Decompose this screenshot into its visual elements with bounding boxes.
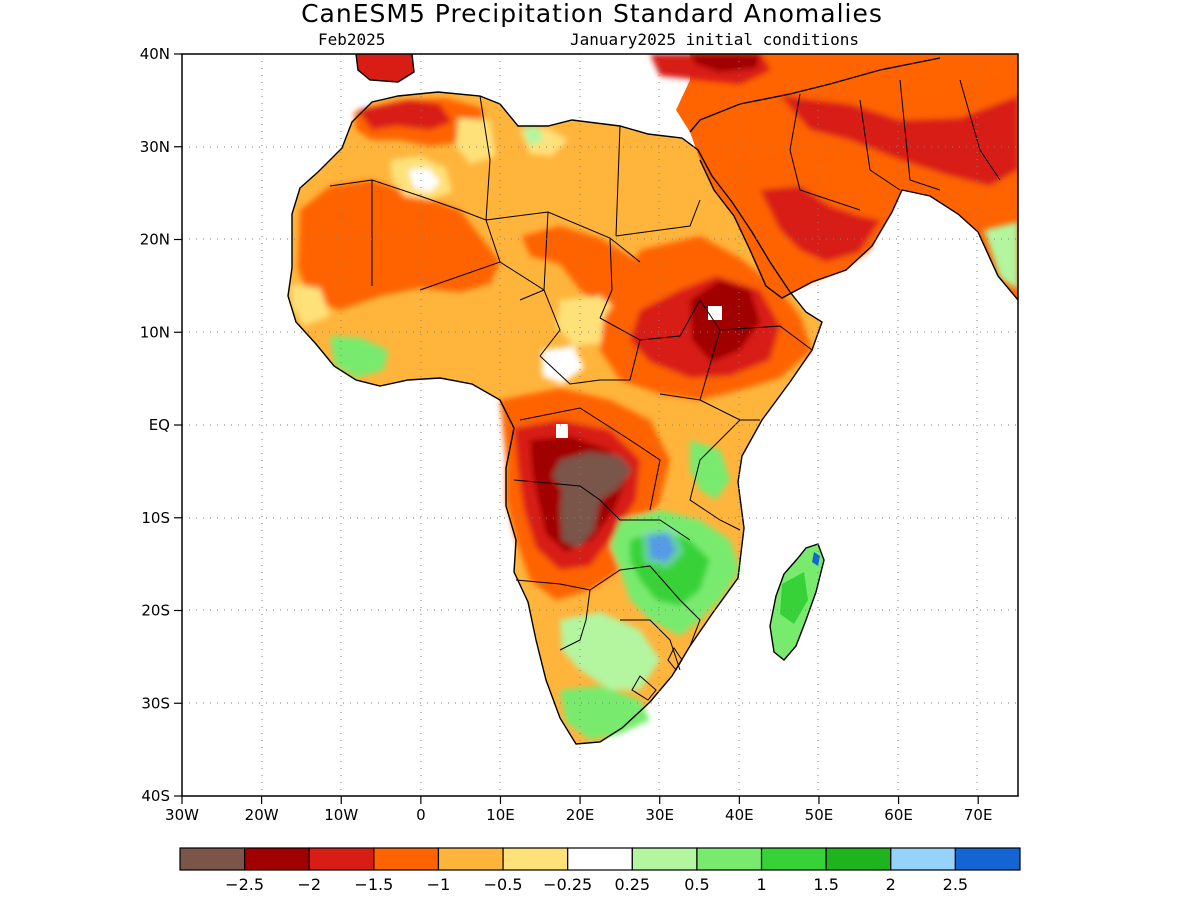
colorbar-label: −2.5 <box>225 875 264 894</box>
lat-tick-label: 40S <box>141 787 170 805</box>
colorbar-swatch <box>179 847 246 871</box>
colorbar-swatch <box>502 847 569 871</box>
colorbar-label: −1 <box>427 875 451 894</box>
colorbar-swatch <box>954 847 1021 871</box>
lat-tick-label: 40N <box>140 45 170 63</box>
init-conditions-label: January2025 initial conditions <box>570 30 859 49</box>
congo-void <box>556 424 568 438</box>
colorbar-label: 2 <box>886 875 896 894</box>
madagascar-wet-anomaly <box>780 572 808 624</box>
lon-tick-label: 30E <box>645 806 674 824</box>
lon-tick-label: 50E <box>805 806 834 824</box>
europe-landmass <box>356 54 414 82</box>
lon-tick-label: 20E <box>566 806 595 824</box>
valid-period-label: Feb2025 <box>318 30 385 49</box>
lat-tick-label: EQ <box>149 416 170 434</box>
colorbar-label: 1 <box>756 875 766 894</box>
lat-tick-label: 10N <box>140 323 170 341</box>
colorbar-swatch <box>308 847 375 871</box>
colorbar-swatch <box>760 847 827 871</box>
lat-tick-label: 30N <box>140 138 170 156</box>
colorbar-swatch <box>825 847 892 871</box>
lat-tick-label: 10S <box>141 509 170 527</box>
country-borders <box>329 79 1001 701</box>
colorbar-label: −2 <box>297 875 321 894</box>
colorbar-label: 2.5 <box>943 875 968 894</box>
colorbar-swatch <box>890 847 956 871</box>
lon-tick-label: 70E <box>964 806 993 824</box>
madagascar-strong-anomaly <box>812 552 820 566</box>
colorbar-label: −1.5 <box>354 875 393 894</box>
lon-tick-label: 10E <box>486 806 515 824</box>
lon-tick-label: 0 <box>416 806 426 824</box>
lake-tana <box>708 306 722 320</box>
map-gridlines <box>182 54 1018 796</box>
lon-tick-label: 10W <box>324 806 358 824</box>
colorbar-swatch <box>373 847 440 871</box>
colorbar-swatch <box>244 847 310 871</box>
coastlines <box>287 54 1018 745</box>
lat-tick-label: 20N <box>140 231 170 249</box>
lat-tick-label: 30S <box>141 694 170 712</box>
colorbar-swatch <box>696 847 763 871</box>
colorbar-label: 1.5 <box>813 875 838 894</box>
map-title: CanESM5 Precipitation Standard Anomalies <box>301 0 883 28</box>
anomaly-shading <box>290 54 1018 740</box>
colorbar-swatch <box>631 847 698 871</box>
colorbar-label: −0.5 <box>484 875 523 894</box>
lon-tick-label: 40E <box>725 806 754 824</box>
colorbar-swatch <box>567 847 633 871</box>
lon-tick-label: 60E <box>884 806 913 824</box>
lon-tick-label: 20W <box>245 806 279 824</box>
colorbar-label: 0.25 <box>614 875 650 894</box>
colorbar-label: −0.25 <box>543 875 592 894</box>
lat-tick-label: 20S <box>141 602 170 620</box>
latitude-axis: 40N 30N 20N 10N EQ 10S 20S 30S 40S <box>140 45 182 805</box>
colorbar-label: 0.5 <box>684 875 709 894</box>
colorbar-swatch <box>437 847 504 871</box>
colorbar: −2.5 −2 −1.5 −1 −0.5 −0.25 0.25 0.5 1 1.5 2 2.5 <box>179 847 1021 894</box>
lon-tick-label: 30W <box>165 806 199 824</box>
map-plot-area <box>182 54 1018 796</box>
longitude-axis: 30W 20W 10W 0 10E 20E 30E 40E 50E 60E 70E <box>165 796 992 824</box>
